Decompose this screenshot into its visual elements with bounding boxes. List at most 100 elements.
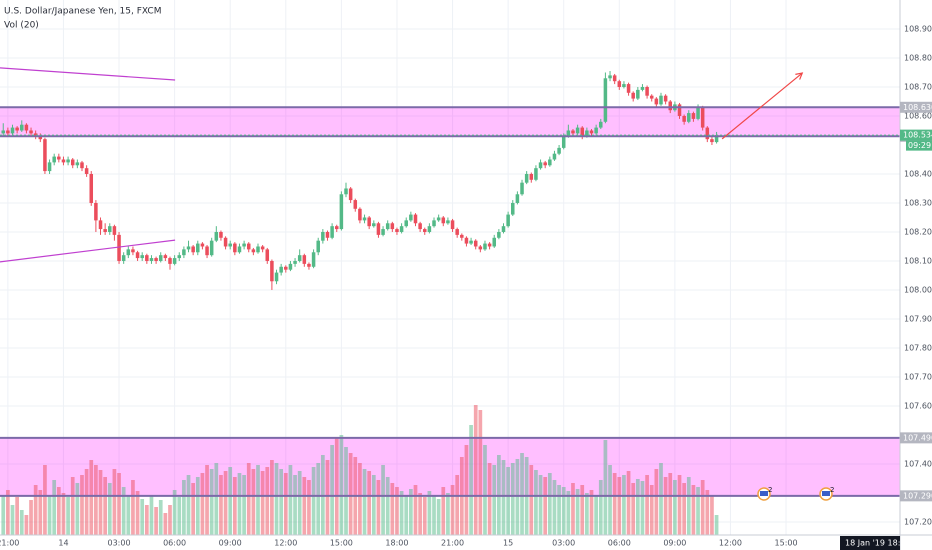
candle-body (543, 162, 547, 166)
candle-body (362, 217, 367, 221)
volume-bar (677, 475, 682, 535)
volume-bar (172, 490, 177, 535)
candle-body (29, 130, 33, 134)
candle-body (256, 246, 260, 253)
volume-bar (358, 463, 362, 535)
candle-body (677, 104, 682, 116)
volume-bar (75, 483, 80, 535)
volume-bar (219, 475, 223, 535)
volume-bar (534, 470, 538, 535)
candle-body (108, 226, 112, 232)
volume-bar (626, 471, 631, 535)
candle-body (98, 220, 103, 230)
x-tick-label: 12:00 (719, 539, 742, 548)
volume-bar (455, 475, 460, 535)
candle-body (511, 202, 515, 215)
zone-label-box (900, 432, 932, 444)
volume-bar (385, 477, 390, 535)
volume-bar (38, 490, 43, 535)
volume-bar (446, 493, 450, 535)
volume-bar (469, 425, 473, 535)
candle-body (534, 168, 538, 180)
volume-bar (293, 475, 297, 535)
candle-body (33, 133, 38, 137)
candle-body (441, 217, 446, 224)
zone-fill (0, 437, 900, 496)
candle-body (552, 153, 557, 160)
candle-body (529, 173, 534, 180)
candle-body (385, 223, 390, 230)
candle-body (214, 231, 219, 241)
y-tick-label: 107.200 (904, 517, 932, 526)
candle-body (126, 249, 131, 256)
candle-body (617, 81, 622, 87)
volume-bar (631, 483, 636, 535)
volume-bar (362, 469, 367, 535)
volume-bar (686, 477, 691, 535)
candle-body (297, 255, 302, 261)
x-tick-label: 15 (503, 539, 513, 548)
candle-body (270, 260, 274, 282)
volume-bar (682, 483, 687, 535)
volume-bar (612, 473, 617, 535)
volume-bar (691, 485, 696, 535)
date-label: 18 Jan '19 18:00 (845, 539, 911, 548)
volume-bar (126, 495, 131, 535)
candle-body (112, 226, 117, 235)
volume-bar (700, 480, 705, 535)
y-tick-label: 108.700 (904, 82, 932, 91)
candle-body (483, 243, 487, 250)
candle-body (70, 159, 75, 166)
date-box (840, 536, 900, 550)
volume-bar (56, 487, 61, 535)
candle-body (288, 263, 293, 270)
candle-body (649, 95, 654, 99)
candle-body (242, 243, 246, 247)
volume-bar (325, 460, 330, 535)
candle-body (418, 223, 422, 230)
volume-bar (302, 477, 307, 535)
volume-bar (552, 480, 557, 535)
candle-body (395, 229, 399, 232)
x-tick-label: 15:00 (330, 539, 353, 548)
candle-body (446, 220, 450, 224)
volume-bar (668, 473, 673, 535)
candle-body (330, 226, 334, 238)
volume-bar (492, 465, 497, 535)
volume-bar (297, 471, 302, 535)
volume-bar (316, 463, 321, 535)
volume-bar (617, 477, 622, 535)
candle-body (645, 86, 649, 96)
x-tick-label: 14 (58, 539, 68, 548)
volume-bar (589, 490, 594, 535)
candle-body (223, 237, 228, 247)
candle-body (501, 226, 506, 232)
candle-body (367, 217, 371, 227)
candle-body (205, 246, 209, 256)
candle-body (168, 258, 172, 264)
zone-label-box (900, 101, 932, 113)
candle-body (422, 229, 427, 232)
candle-body (20, 124, 24, 131)
volume-bar (121, 487, 126, 535)
candle-body (344, 188, 348, 195)
candle-body (585, 130, 589, 137)
volume-bar (344, 447, 348, 535)
volume-bar (608, 465, 612, 535)
y-tick-label: 108.800 (904, 53, 932, 62)
candle-body (15, 127, 19, 131)
candle-body (131, 249, 135, 253)
candle-body (413, 214, 418, 224)
candle-body (237, 246, 242, 253)
candle-body (260, 246, 265, 250)
x-tick-label: 03:00 (108, 539, 131, 548)
x-tick-label: 06:00 (608, 539, 631, 548)
volume-bar (154, 507, 158, 535)
candle-body (339, 194, 344, 230)
volume-bar (594, 495, 598, 535)
volume-bar (232, 477, 237, 535)
candle-body (663, 95, 668, 102)
volume-bar (432, 495, 436, 535)
volume-bar (418, 493, 422, 535)
y-tick-label: 108.300 (904, 198, 932, 207)
